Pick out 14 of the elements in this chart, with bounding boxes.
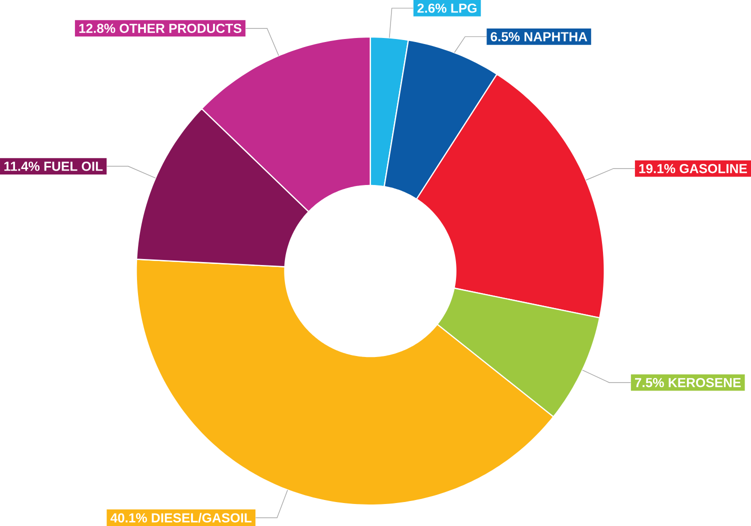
slice-label: FUEL OIL	[44, 162, 103, 171]
data-label: 19.1%	[639, 164, 676, 174]
data-label: 40.1%	[110, 513, 147, 522]
data-label: 11.4%	[4, 162, 40, 171]
slice-label: OTHER PRODUCTS	[120, 24, 242, 33]
data-label: 12.8%	[79, 24, 116, 33]
data-label: 7.5%	[635, 378, 664, 388]
slice-label: NAPHTHA	[524, 32, 588, 42]
slice-label: LPG	[451, 3, 476, 13]
data-label: 6.5%	[490, 32, 520, 42]
slice-label: DIESEL/GASOIL	[152, 512, 252, 523]
slice-label: KEROSENE	[668, 378, 741, 388]
slice-label: GASOLINE	[680, 164, 747, 174]
data-label: 2.6%	[417, 3, 446, 13]
